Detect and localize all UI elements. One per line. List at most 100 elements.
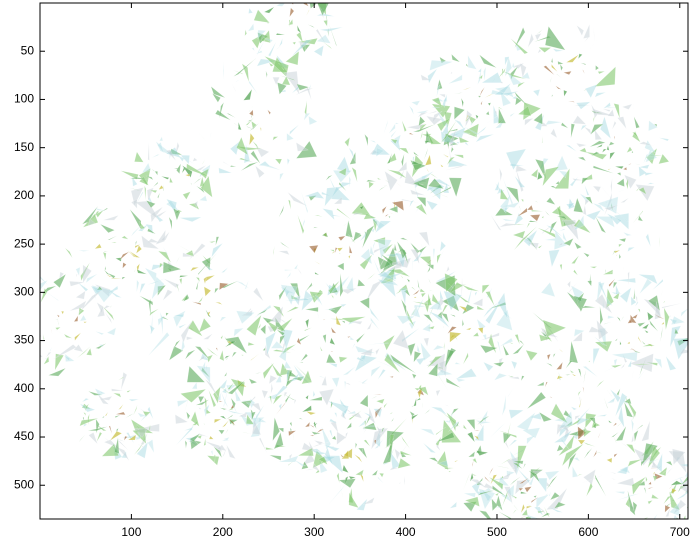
mesh-facet	[628, 272, 630, 286]
mesh-facet	[44, 291, 59, 301]
mesh-facet	[568, 101, 575, 102]
mesh-facet	[145, 186, 146, 201]
mesh-facet	[618, 117, 627, 129]
mesh-facet	[370, 140, 376, 143]
mesh-facet	[306, 10, 309, 17]
mesh-facet	[550, 397, 553, 398]
mesh-facet	[262, 390, 268, 398]
mesh-facet	[275, 159, 282, 164]
mesh-facet	[280, 173, 284, 180]
mesh-facet	[584, 448, 592, 459]
mesh-facet	[610, 472, 616, 474]
mesh-facet	[484, 362, 494, 371]
mesh-facet	[259, 161, 270, 166]
mesh-facet	[659, 237, 660, 248]
mesh-facet	[410, 190, 425, 196]
mesh-facet	[252, 48, 255, 51]
mesh-facet	[445, 405, 449, 407]
mesh-facet	[437, 85, 441, 97]
mesh-facet	[497, 341, 501, 356]
mesh-facet	[546, 198, 555, 205]
mesh-facet	[583, 442, 596, 447]
mesh-facet	[573, 270, 577, 276]
mesh-facet	[363, 498, 374, 505]
mesh-facet	[268, 42, 276, 56]
mesh-facet	[391, 418, 394, 422]
mesh-facet	[234, 58, 257, 76]
mesh-facet	[31, 323, 37, 332]
mesh-facet	[109, 426, 112, 434]
mesh-facet	[581, 65, 583, 66]
mesh-facet	[206, 409, 211, 414]
mesh-facet	[633, 211, 643, 224]
mesh-facet	[251, 353, 260, 360]
mesh-facet	[607, 458, 612, 463]
mesh-facet	[576, 102, 590, 109]
mesh-facet	[255, 373, 261, 374]
mesh-facet	[273, 137, 278, 141]
mesh-facet	[76, 291, 85, 299]
mesh-facet	[153, 182, 158, 187]
mesh-facet	[257, 309, 268, 315]
mesh-facet	[660, 326, 662, 341]
mesh-facet	[624, 175, 636, 189]
mesh-facet	[393, 330, 409, 349]
mesh-facet	[620, 288, 631, 303]
mesh-facet	[633, 346, 637, 349]
mesh-facet	[342, 465, 348, 473]
mesh-facet	[512, 524, 517, 537]
mesh-facet	[536, 518, 555, 527]
mesh-facet	[581, 63, 586, 65]
mesh-facet	[300, 335, 310, 342]
mesh-facet	[374, 409, 382, 418]
mesh-facet	[611, 365, 622, 368]
mesh-facet	[611, 432, 618, 437]
mesh-facet	[526, 350, 538, 360]
mesh-facet	[546, 121, 562, 125]
mesh-facet	[330, 338, 335, 345]
mesh-facet	[627, 147, 632, 153]
mesh-facet	[560, 64, 563, 71]
mesh-facet	[216, 348, 218, 351]
mesh-facet	[572, 373, 577, 376]
mesh-facet	[382, 206, 386, 214]
mesh-facet	[614, 104, 620, 119]
mesh-facet	[220, 408, 227, 410]
mesh-facet	[220, 350, 224, 361]
mesh-facet	[587, 281, 591, 286]
mesh-facet	[74, 316, 78, 322]
mesh-facet	[600, 306, 603, 324]
mesh-facet	[441, 165, 444, 168]
mesh-facet	[279, 456, 299, 462]
mesh-facet	[245, 30, 247, 36]
mesh-facet	[638, 216, 643, 221]
mesh-facet	[279, 251, 290, 255]
mesh-facet	[196, 277, 200, 282]
mesh-facet	[573, 116, 586, 125]
mesh-facet	[644, 487, 646, 494]
mesh-facet	[260, 352, 265, 357]
mesh-facet	[590, 141, 606, 147]
mesh-facet	[356, 333, 365, 342]
mesh-facet	[424, 148, 428, 160]
mesh-facet	[102, 417, 104, 419]
mesh-facet	[390, 413, 393, 415]
mesh-facet	[337, 473, 340, 483]
mesh-facet	[602, 149, 606, 153]
mesh-facet	[182, 168, 186, 173]
mesh-facet	[642, 324, 649, 329]
mesh-facet	[209, 436, 213, 439]
mesh-facet	[593, 166, 613, 174]
mesh-facet	[484, 67, 486, 81]
mesh-facet	[350, 337, 354, 340]
mesh-facet	[577, 26, 584, 36]
mesh-facet	[253, 288, 263, 301]
y-tick-label: 500	[14, 477, 34, 491]
mesh-facet	[595, 92, 606, 97]
mesh-facet	[15, 301, 30, 310]
mesh-facet	[193, 158, 198, 162]
mesh-facet	[247, 315, 262, 336]
mesh-facet	[511, 361, 517, 369]
mesh-facet	[451, 72, 453, 74]
mesh-facet	[161, 176, 169, 179]
